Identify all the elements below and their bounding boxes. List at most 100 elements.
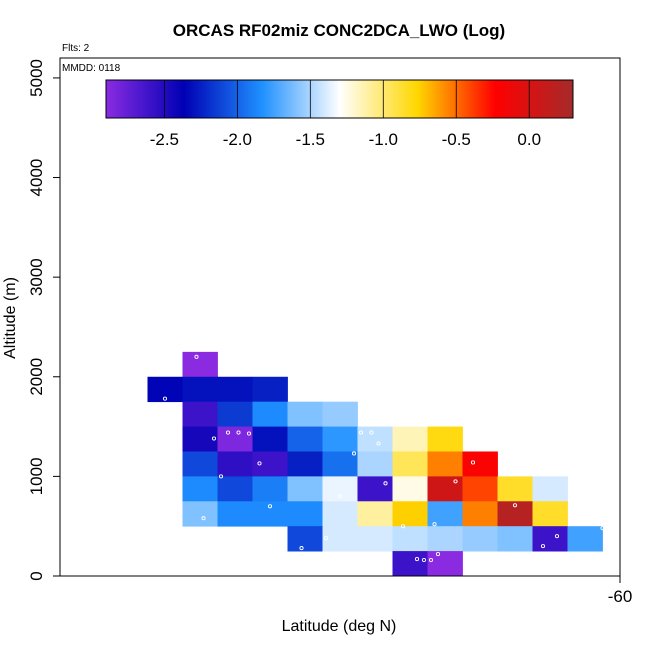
flight-point [421, 558, 427, 563]
colorbar: -2.5 -2.0 -1.5 -1.0 -0.5 0.0 [105, 79, 574, 149]
flight-point [358, 430, 364, 435]
heatmap-cell [147, 376, 183, 403]
flight-point [369, 430, 374, 435]
x-axis: -60 [608, 576, 633, 606]
heatmap-cell [392, 501, 428, 527]
heatmap-cell [532, 501, 568, 527]
heatmap-cell [182, 351, 218, 378]
flight-point [414, 557, 420, 562]
flight-point [299, 546, 304, 551]
heatmap-cell [532, 476, 568, 502]
heatmap-cell [357, 526, 393, 552]
heatmap-cell [252, 376, 288, 403]
flight-point [540, 544, 546, 549]
heatmap-cell [427, 526, 463, 552]
colorbar-tick-label: -0.5 [442, 130, 471, 149]
flight-point [201, 516, 206, 521]
flight-track-points [162, 354, 605, 563]
flight-point [579, 492, 584, 497]
heatmap-cell [497, 501, 533, 527]
heatmap-cell [497, 526, 533, 552]
heatmap-cell [287, 451, 323, 477]
y-tick-label: 0 [27, 571, 46, 580]
flight-point [218, 474, 224, 479]
flight-point [400, 524, 406, 529]
heatmap-cell [462, 476, 498, 502]
heatmap-cell [427, 476, 463, 502]
heatmap-cell [357, 501, 393, 527]
heatmap-cell [217, 426, 253, 452]
colorbar-tick-label: -2.0 [223, 130, 252, 149]
flight-point [337, 494, 343, 499]
flight-point [428, 558, 434, 563]
flights-count-label: Flts: 2 [62, 43, 90, 54]
heatmap-cell [392, 451, 428, 477]
flight-point [376, 441, 381, 446]
heatmap-cell [322, 526, 358, 552]
flight-point [236, 430, 241, 435]
heatmap-cell [392, 426, 428, 452]
y-tick-label: 4000 [27, 159, 46, 197]
heatmap-cell [182, 401, 218, 427]
heatmap-cell [217, 476, 253, 502]
heatmap-cell [287, 476, 323, 502]
heatmap-cell [392, 551, 428, 577]
flight-point [579, 482, 584, 487]
heatmap-cell [462, 501, 498, 527]
heatmap-cell [322, 451, 358, 477]
chart-title: ORCAS RF02miz CONC2DCA_LWO (Log) [173, 21, 505, 40]
heatmap-cell [217, 501, 253, 527]
y-tick-label: 3000 [27, 258, 46, 296]
y-axis-label: Altitude (m) [2, 277, 19, 359]
x-tick-label: -60 [608, 587, 633, 606]
flight-point [600, 526, 605, 531]
flight-point [225, 430, 231, 435]
heatmap-cell [567, 526, 603, 552]
heatmap-cell [182, 451, 218, 477]
heatmap-cell [287, 426, 323, 452]
y-tick-label: 1000 [27, 457, 46, 495]
heatmap-cell [182, 376, 218, 403]
heatmap-cell [427, 451, 463, 477]
colorbar-ticks: -2.5 -2.0 -1.5 -1.0 -0.5 0.0 [150, 80, 541, 149]
y-axis: 0 1000 2000 3000 4000 5000 [27, 59, 61, 581]
heatmap-cell [217, 451, 253, 477]
heatmap-cell [392, 526, 428, 552]
heatmap-cell [182, 476, 218, 502]
heatmap-cell [287, 501, 323, 527]
heatmap-cells [147, 351, 603, 577]
date-label: MMDD: 0118 [62, 63, 121, 74]
heatmap-cell [287, 526, 323, 552]
heatmap-cell [532, 526, 568, 552]
heatmap-cell [357, 426, 393, 452]
heatmap-cell [427, 501, 463, 527]
flight-point [432, 522, 437, 527]
colorbar-tick-label: 0.0 [517, 130, 541, 149]
heatmap-cell [287, 401, 323, 427]
heatmap-cell [252, 426, 288, 452]
heatmap-cell [252, 476, 288, 502]
flight-point [453, 479, 458, 484]
heatmap-cell [462, 526, 498, 552]
flight-point [162, 396, 168, 401]
flight-point [351, 451, 357, 456]
x-axis-label: Latitude (deg N) [282, 618, 397, 635]
heatmap-cell [357, 476, 393, 502]
heatmap-cell [182, 426, 218, 452]
heatmap-cell [462, 451, 498, 477]
colorbar-tick-label: -1.0 [369, 130, 398, 149]
flight-point [512, 503, 518, 508]
colorbar-tick-label: -1.5 [296, 130, 325, 149]
heatmap-cell [392, 476, 428, 502]
heatmap-cell [427, 551, 463, 577]
flight-point [194, 354, 199, 359]
flight-point [246, 431, 252, 436]
heatmap-cell [322, 426, 358, 452]
y-tick-label: 2000 [27, 358, 46, 396]
flight-point [554, 534, 560, 539]
heatmap-cell [357, 451, 393, 477]
flight-point [435, 552, 441, 557]
heatmap-cell [497, 476, 533, 502]
